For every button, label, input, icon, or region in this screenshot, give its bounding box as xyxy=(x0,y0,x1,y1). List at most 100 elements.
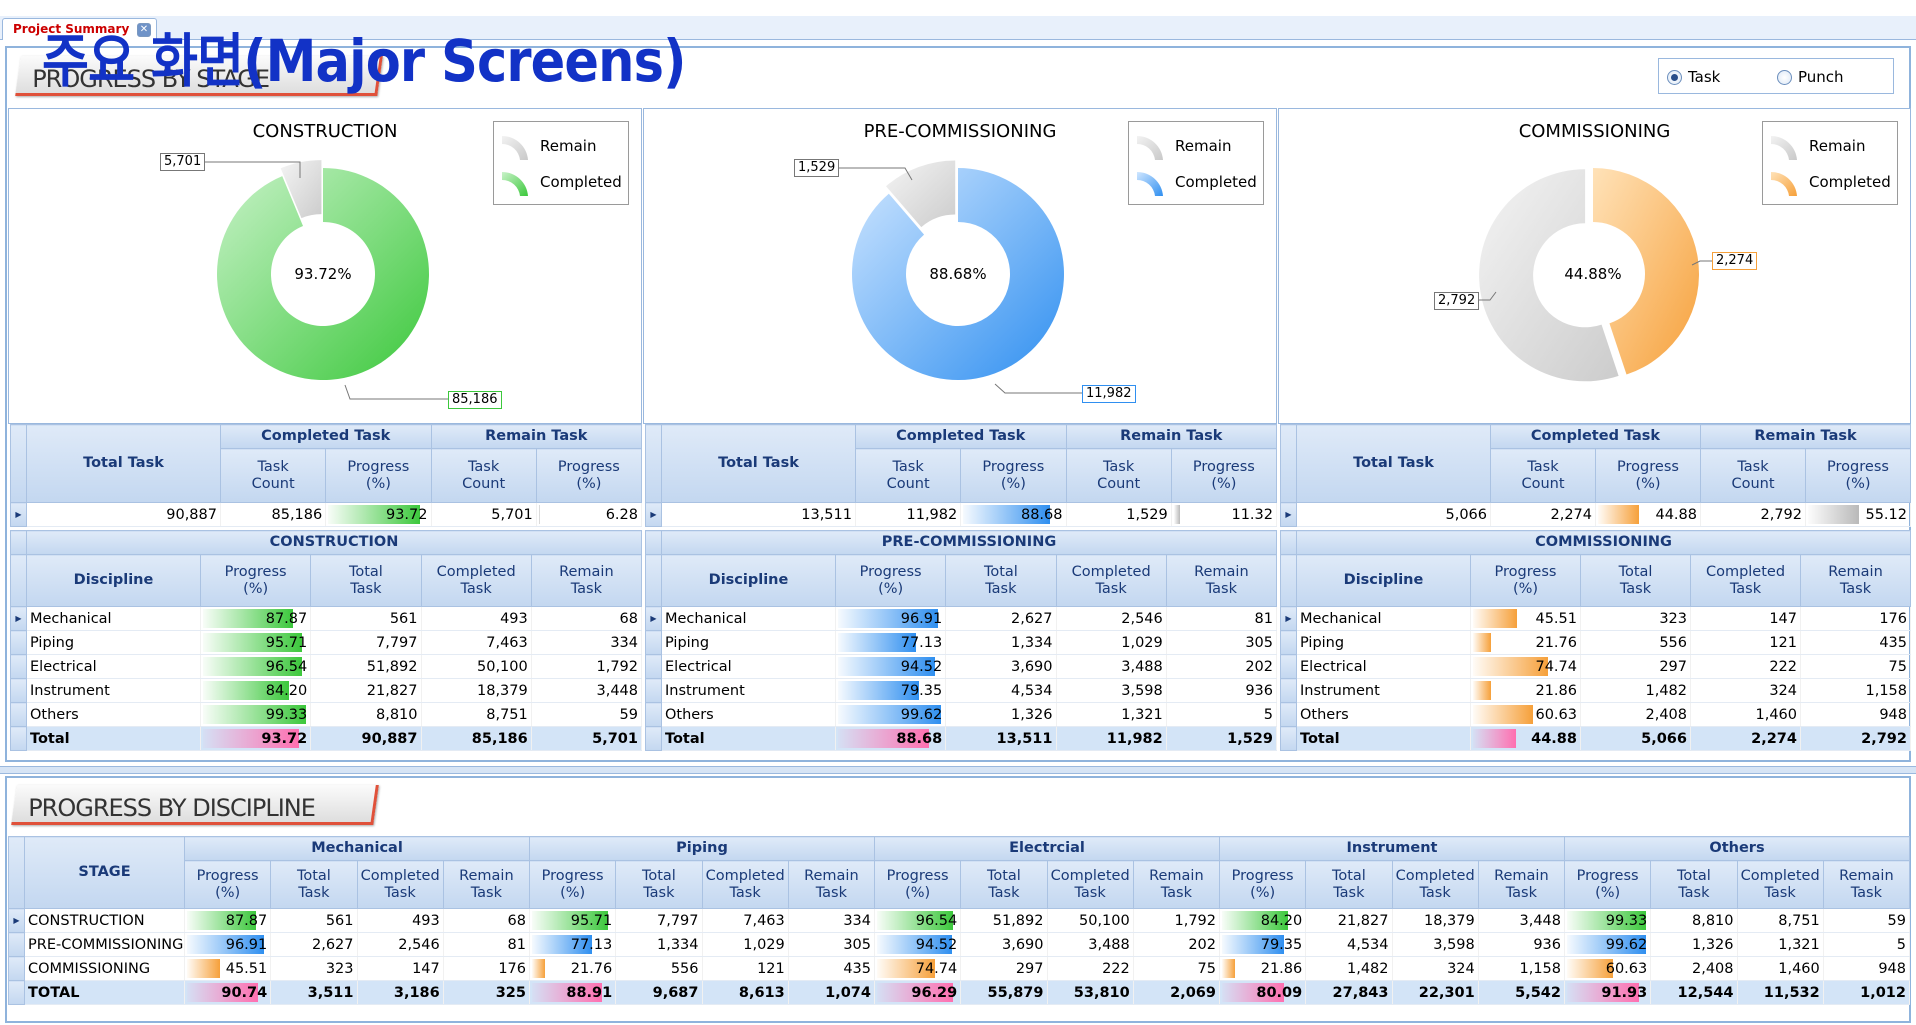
cell-total: 8,810 xyxy=(310,702,422,727)
cell-progress: 79.35 xyxy=(835,678,947,703)
row-selector-icon[interactable]: ▶ xyxy=(8,908,25,933)
summary-row[interactable]: ▶ 5,066 2,274 44.88 2,792 55.12 xyxy=(1280,502,1911,527)
cell-total: 21,827 xyxy=(1305,908,1393,933)
cell-progress: 95.71 xyxy=(529,908,617,933)
cell-remain: 948 xyxy=(1800,702,1911,727)
row-selector-icon[interactable] xyxy=(10,630,27,655)
cell-total: 2,408 xyxy=(1580,702,1691,727)
row-selector-icon[interactable]: ▶ xyxy=(10,606,27,631)
radio-punch[interactable]: Punch xyxy=(1777,68,1844,86)
cell-completed: 22,301 xyxy=(1392,980,1479,1005)
row-selector-icon[interactable]: ▶ xyxy=(1280,606,1297,631)
summary-table-commissioning: Total Task Completed Task Remain Task Task… xyxy=(1280,424,1911,527)
close-tab-icon[interactable]: ✕ xyxy=(137,23,151,37)
cell-progress: 87.87 xyxy=(184,908,272,933)
progress-bar-fill xyxy=(838,681,919,700)
discipline-row[interactable]: Instrument 79.35 4,534 3,598 936 xyxy=(645,678,1278,703)
discipline-row[interactable]: ▶ Mechanical 45.51 323 147 176 xyxy=(1280,606,1911,631)
cell-remain: 1,158 xyxy=(1800,678,1911,703)
cell-total: 2,627 xyxy=(945,606,1057,631)
stage-row[interactable]: ▶ CONSTRUCTION 87.87 561 493 68 95.71 7,797 7,46… xyxy=(8,908,1911,933)
cell-total: 7,797 xyxy=(310,630,422,655)
cell-remain: 3,448 xyxy=(531,678,643,703)
row-selector-icon[interactable]: ▶ xyxy=(10,502,27,527)
row-selector-icon[interactable] xyxy=(1280,702,1297,727)
cell-progress: 93.72 xyxy=(200,726,312,751)
header-remain-task: Remain Task xyxy=(1165,554,1278,607)
radio-punch-indicator xyxy=(1777,69,1792,85)
summary-row[interactable]: ▶ 13,511 11,982 88.68 1,529 11.32 xyxy=(645,502,1278,527)
header-completed-task: Completed Task xyxy=(420,554,532,607)
progress-bar-fill xyxy=(203,729,300,748)
cell-progress: 45.51 xyxy=(1470,606,1581,631)
cell-progress: 84.20 xyxy=(200,678,312,703)
cell-completed: 1,460 xyxy=(1690,702,1801,727)
cell-completed: 3,186 xyxy=(357,980,444,1005)
cell-remain: 2,792 xyxy=(1800,726,1911,751)
row-selector-icon[interactable]: ▶ xyxy=(645,606,662,631)
row-selector-icon[interactable] xyxy=(10,702,27,727)
row-selector-icon[interactable] xyxy=(10,654,27,679)
row-selector-icon[interactable]: ▶ xyxy=(645,502,662,527)
row-selector-icon[interactable] xyxy=(8,932,25,957)
panel-splitter[interactable] xyxy=(0,766,1916,774)
discipline-row[interactable]: Piping 95.71 7,797 7,463 334 xyxy=(10,630,643,655)
cell-progress: 45.51 xyxy=(184,956,272,981)
discipline-table-title: COMMISSIONING xyxy=(1296,530,1911,555)
callout-completed: 2,274 xyxy=(1712,252,1758,270)
chart-commissioning: COMMISSIONING Remain Completed 44.88% xyxy=(1278,108,1911,424)
legend-swatch-remain xyxy=(502,135,528,160)
cell-total: 1,482 xyxy=(1580,678,1691,703)
discipline-row[interactable]: Others 99.62 1,326 1,321 5 xyxy=(645,702,1278,727)
cell-progress: 60.63 xyxy=(1564,956,1652,981)
cell-remain: 59 xyxy=(531,702,643,727)
row-selector-icon[interactable] xyxy=(645,630,662,655)
stage-row[interactable]: COMMISSIONING 45.51 323 147 176 21.76 556 121 43… xyxy=(8,956,1911,981)
cell-completed: 1,029 xyxy=(702,932,789,957)
header-remain-task: Remain Task xyxy=(530,554,643,607)
cell-remain: 202 xyxy=(1166,654,1278,679)
legend-swatch-remain xyxy=(1771,135,1797,160)
summary-row[interactable]: ▶ 90,887 85,186 93.72 5,701 6.28 xyxy=(10,502,643,527)
discipline-row[interactable]: ▶ Mechanical 96.91 2,627 2,546 81 xyxy=(645,606,1278,631)
cell-completed: 147 xyxy=(1690,606,1801,631)
row-selector-icon[interactable] xyxy=(645,702,662,727)
discipline-row[interactable]: Piping 21.76 556 121 435 xyxy=(1280,630,1911,655)
row-selector-icon[interactable] xyxy=(645,678,662,703)
discipline-row[interactable]: Piping 77.13 1,334 1,029 305 xyxy=(645,630,1278,655)
cell-completed: 147 xyxy=(357,956,444,981)
cell-remain: 68 xyxy=(443,908,531,933)
discipline-row[interactable]: Electrical 96.54 51,892 50,100 1,792 xyxy=(10,654,643,679)
progress-bar-fill xyxy=(1222,935,1284,954)
row-selector-icon[interactable] xyxy=(1280,654,1297,679)
radio-task[interactable]: Task xyxy=(1667,68,1720,86)
cell-discipline: Total xyxy=(26,726,201,751)
discipline-row[interactable]: Others 99.33 8,810 8,751 59 xyxy=(10,702,643,727)
cell-remain: 936 xyxy=(1166,678,1278,703)
stage-row[interactable]: PRE-COMMISSIONING 96.91 2,627 2,546 81 77.13 1… xyxy=(8,932,1911,957)
cell-completed: 11,532 xyxy=(1737,980,1824,1005)
discipline-row[interactable]: Others 60.63 2,408 1,460 948 xyxy=(1280,702,1911,727)
tab-project-summary[interactable]: Project Summary ✕ xyxy=(2,18,157,40)
progress-bar-fill xyxy=(532,911,608,930)
row-selector-icon[interactable] xyxy=(1280,678,1297,703)
cell-remain: 1,529 xyxy=(1066,502,1172,527)
row-selector-icon[interactable] xyxy=(8,956,25,981)
discipline-row[interactable]: Electrical 94.52 3,690 3,488 202 xyxy=(645,654,1278,679)
progress-bar-fill xyxy=(877,959,935,978)
donut-remain-slice xyxy=(1478,169,1619,382)
row-selector-icon[interactable] xyxy=(1280,630,1297,655)
row-selector-icon[interactable] xyxy=(10,678,27,703)
row-selector-icon[interactable] xyxy=(645,654,662,679)
progress-bar-fill xyxy=(838,633,917,652)
cell-completed: 121 xyxy=(702,956,789,981)
discipline-row[interactable]: Instrument 21.86 1,482 324 1,158 xyxy=(1280,678,1911,703)
discipline-row[interactable]: ▶ Mechanical 87.87 561 493 68 xyxy=(10,606,643,631)
progress-bar-fill xyxy=(1222,983,1285,1002)
cell-completed: 2,274 xyxy=(1490,502,1596,527)
row-selector-icon[interactable] xyxy=(8,980,25,1005)
row-selector-icon[interactable]: ▶ xyxy=(1280,502,1297,527)
discipline-row[interactable]: Instrument 84.20 21,827 18,379 3,448 xyxy=(10,678,643,703)
discipline-row[interactable]: Electrical 74.74 297 222 75 xyxy=(1280,654,1911,679)
cell-completed: 324 xyxy=(1690,678,1801,703)
